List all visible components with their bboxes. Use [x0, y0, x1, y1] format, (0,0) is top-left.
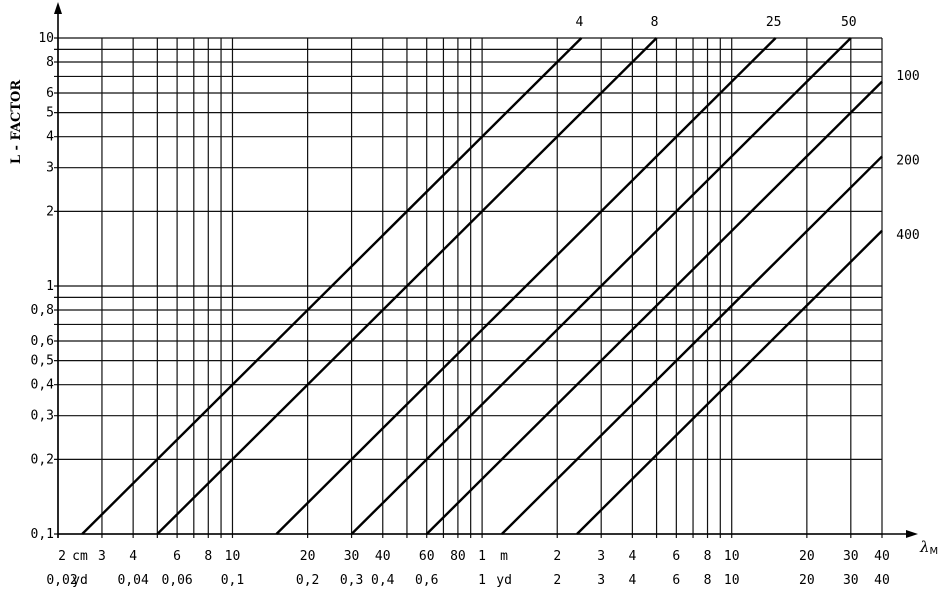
series-label-400: 400 [896, 228, 919, 243]
series-label-4: 4 [576, 15, 584, 30]
y-tick-label: 5 [46, 106, 54, 121]
x-imperial-tick-label: 0,2 [296, 573, 319, 588]
y-tick-label: 0,3 [31, 409, 54, 424]
y-tick-label: 0,1 [31, 527, 54, 542]
y-tick-label: 4 [46, 130, 54, 145]
x-metric-tick-label: 1 [478, 549, 486, 564]
x-metric-tick-label: 10 [225, 549, 241, 564]
x-imperial-tick-label: 0,04 [117, 573, 148, 588]
x-metric-tick-label: 2 [553, 549, 561, 564]
grid [54, 37, 883, 538]
x-imperial-tick-label: 1 [478, 573, 486, 588]
x-metric-tick-label: 30 [344, 549, 360, 564]
x-metric-tick-label: 8 [204, 549, 212, 564]
x-imperial-tick-label: 3 [597, 573, 605, 588]
series-line-200 [501, 155, 883, 535]
x-metric-tick-label: 40 [375, 549, 391, 564]
series-label-50: 50 [841, 15, 857, 30]
x-metric-tick-label: 6 [672, 549, 680, 564]
x-imperial-tick-label: 40 [874, 573, 890, 588]
y-tick-label: 2 [46, 204, 54, 219]
x-metric-unit-label: cm [72, 549, 88, 564]
x-metric-tick-label: 20 [300, 549, 316, 564]
x-metric-tick-label: 80 [450, 549, 466, 564]
x-metric-tick-label: 4 [628, 549, 636, 564]
y-axis-arrow-icon [54, 2, 62, 14]
y-tick-label: 10 [38, 31, 54, 46]
x-metric-tick-label: 60 [419, 549, 435, 564]
y-axis-label: L - FACTOR [9, 80, 24, 164]
y-tick-label: 1 [46, 279, 54, 294]
x-metric-tick-label: 3 [98, 549, 106, 564]
x-metric-tick-label: 4 [129, 549, 137, 564]
series-line-8 [156, 37, 658, 535]
x-imperial-tick-label: 4 [628, 573, 636, 588]
series-label-200: 200 [896, 153, 919, 168]
x-imperial-tick-label: 0,4 [371, 573, 395, 588]
series-lines [81, 37, 883, 535]
series-line-4 [81, 37, 583, 535]
y-tick-label: 0,6 [31, 334, 54, 349]
x-imperial-tick-label: 0,3 [340, 573, 363, 588]
x-imperial-tick-label: 0,1 [221, 573, 244, 588]
x-imperial-tick-label: 20 [799, 573, 815, 588]
series-line-25 [275, 37, 777, 535]
x-imperial-tick-label: 6 [672, 573, 680, 588]
x-imperial-tick-label: 30 [843, 573, 859, 588]
series-label-100: 100 [896, 69, 919, 84]
x-axis-label-subscript: M [930, 546, 939, 557]
x-metric-tick-label: 8 [704, 549, 712, 564]
x-axis-label: λM [919, 538, 938, 557]
y-tick-label: 0,2 [31, 452, 54, 467]
series-line-50 [350, 37, 852, 535]
x-metric-tick-label: 10 [724, 549, 740, 564]
labels: L - FACTOR λM 0,1 0,2 0,3 0,4 0,5 0,6 0,8 1 2 3 4 5… [9, 15, 938, 588]
x-metric-tick-label: 40 [874, 549, 890, 564]
x-imperial-tick-label: 10 [724, 573, 740, 588]
x-axis-label-symbol: λ [919, 538, 930, 556]
series-line-400 [576, 229, 883, 535]
x-axis-arrow-icon [906, 530, 918, 538]
x-imperial-unit-label: yd [72, 573, 88, 588]
x-imperial-tick-label: 0,06 [161, 573, 192, 588]
x-imperial-tick-label: 2 [553, 573, 561, 588]
x-metric-tick-label: 6 [173, 549, 181, 564]
x-imperial-tick-label: 8 [704, 573, 712, 588]
x-imperial-tick-label: 0,6 [415, 573, 438, 588]
series-label-25: 25 [766, 15, 782, 30]
x-imperial-tick-label: 0,02 [46, 573, 77, 588]
x-metric-tick-label: 30 [843, 549, 859, 564]
y-tick-label: 6 [46, 86, 54, 101]
y-tick-label: 8 [46, 55, 54, 70]
x-metric-tick-label: 3 [597, 549, 605, 564]
x-metric-unit-label: m [500, 549, 508, 564]
y-tick-label: 0,8 [31, 303, 54, 318]
series-line-100 [425, 80, 883, 535]
x-imperial-unit-label: yd [496, 573, 512, 588]
x-metric-tick-label: 20 [799, 549, 815, 564]
y-tick-label: 0,5 [31, 354, 54, 369]
axes [54, 2, 918, 538]
series-label-8: 8 [651, 15, 659, 30]
y-tick-label: 0,4 [31, 378, 55, 393]
y-tick-label: 3 [46, 161, 54, 176]
x-metric-tick-label: 2 [58, 549, 66, 564]
